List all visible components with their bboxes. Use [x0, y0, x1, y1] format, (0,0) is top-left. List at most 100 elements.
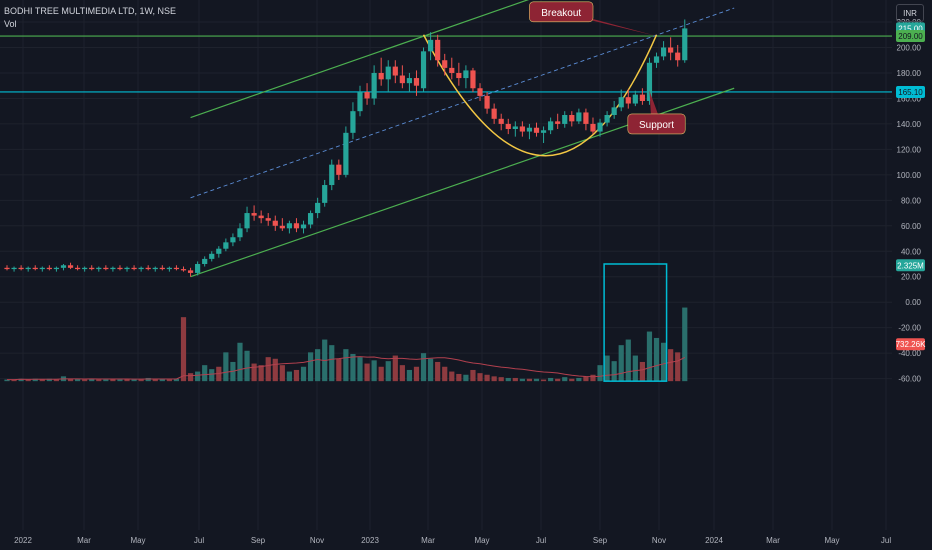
price-tick-label: 80.00 — [901, 196, 922, 205]
candle-body — [540, 130, 547, 133]
candle-body — [272, 220, 278, 226]
volume-bar — [491, 376, 497, 382]
breakout-callout-label: Breakout — [541, 8, 581, 19]
candle-body — [682, 28, 688, 61]
volume-bar — [378, 366, 384, 382]
volume-bar — [159, 378, 165, 382]
volume-bar — [639, 361, 645, 382]
volume-bar — [145, 377, 151, 382]
volume-bar — [300, 366, 307, 382]
candle-body — [46, 267, 52, 270]
time-tick-label: May — [824, 536, 839, 545]
volume-bar — [279, 365, 285, 382]
candle-body — [195, 263, 201, 273]
candle-body — [463, 70, 469, 79]
candle-body — [392, 66, 398, 76]
symbol-title: BODHI TREE MULTIMEDIA LTD, 1W, NSE — [4, 6, 177, 16]
time-tick-label: 2023 — [361, 536, 379, 545]
candle-body — [60, 265, 67, 268]
channel-upper-line — [190, 0, 530, 119]
candle-body — [350, 111, 356, 133]
candle-body — [484, 95, 490, 109]
candle-body — [442, 60, 448, 68]
volume-bar — [89, 378, 95, 382]
volume-bar — [25, 379, 31, 382]
candle-body — [322, 185, 328, 203]
candle-body — [152, 267, 158, 270]
volume-bar — [371, 360, 377, 382]
candle-body — [251, 213, 257, 216]
candle-body — [533, 127, 540, 133]
volume-bar — [237, 342, 243, 382]
volume-bar — [202, 365, 208, 382]
volume-bar — [343, 349, 349, 382]
price-tick-label: 100.00 — [897, 171, 922, 180]
candle-body — [625, 97, 631, 104]
candle-body — [216, 248, 222, 254]
candle-body — [293, 223, 300, 229]
candle-body — [131, 267, 137, 270]
callout-box — [627, 113, 686, 135]
volume-bar — [470, 369, 476, 382]
time-tick-label: 2024 — [705, 536, 723, 545]
price-tick-label: 60.00 — [901, 222, 922, 231]
candle-body — [265, 218, 271, 221]
price-axis-badge-label: 2.325M — [897, 261, 924, 270]
candle-body — [82, 267, 88, 270]
volume-bar — [307, 352, 314, 382]
callout-box — [529, 1, 594, 23]
candle-body — [660, 47, 667, 57]
chart-legend: BODHI TREE MULTIMEDIA LTD, 1W, NSE Vol — [4, 5, 176, 31]
volume-bar — [67, 378, 74, 382]
time-tick-label: 2022 — [14, 536, 32, 545]
candle-body — [286, 223, 292, 229]
volume-bar — [32, 378, 38, 382]
volume-ma-line — [7, 356, 685, 381]
candle-body — [110, 267, 116, 270]
candle-body — [526, 127, 533, 132]
candle-body — [470, 70, 476, 89]
price-tick-label: 0.00 — [905, 298, 921, 307]
candle-body — [258, 215, 264, 219]
volume-highlight-box — [603, 263, 668, 382]
candle-body — [420, 51, 427, 89]
candle-body — [618, 97, 624, 108]
volume-bar — [96, 379, 102, 382]
candle-body — [371, 72, 377, 99]
candle-body — [378, 72, 384, 80]
price-tick-label: 240.00 — [897, 0, 922, 2]
support-callout-label: Support — [639, 120, 674, 131]
candle-body — [336, 164, 342, 175]
candle-body — [103, 267, 109, 270]
candle-body — [576, 112, 582, 122]
volume-bar — [590, 374, 596, 382]
cup-curve — [422, 34, 658, 157]
candle-body — [597, 122, 603, 132]
volume-bar — [329, 345, 335, 382]
volume-bar — [562, 377, 568, 382]
candle-body — [75, 267, 81, 270]
volume-bar — [611, 361, 617, 382]
candle-body — [117, 267, 123, 270]
volume-bar — [463, 374, 469, 382]
volume-bar — [646, 331, 653, 382]
volume-bar — [555, 378, 561, 382]
candle-body — [646, 62, 653, 101]
time-tick-label: May — [474, 536, 489, 545]
currency-button[interactable]: INR — [896, 4, 924, 22]
volume-bar — [209, 369, 215, 382]
volume-bar — [597, 365, 603, 382]
candle-body — [53, 267, 60, 270]
time-tick-label: Nov — [310, 536, 324, 545]
candle-body — [675, 52, 681, 61]
time-axis: 2022 Mar May Jul Sep Nov 2023 Mar May Jul Sep Nov 20… — [14, 536, 891, 545]
candle-body — [505, 123, 511, 130]
volume-bar — [420, 353, 427, 382]
volume-bar — [350, 353, 356, 382]
volume-bar — [456, 373, 462, 382]
drawings — [0, 0, 892, 382]
volume-bar — [477, 373, 483, 382]
candle-body — [138, 267, 144, 270]
volume-bar — [173, 378, 180, 382]
